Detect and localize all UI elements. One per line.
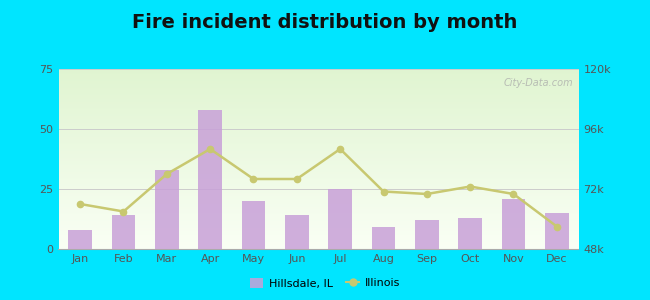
Bar [458,218,482,249]
Legend: Hillsdale, IL, Illinois: Hillsdale, IL, Illinois [245,273,405,293]
Bar [372,227,395,249]
Text: Fire incident distribution by month: Fire incident distribution by month [133,14,517,32]
Text: City-Data.com: City-Data.com [504,78,573,88]
Bar [198,110,222,249]
Bar [68,230,92,249]
Bar [415,220,439,249]
Bar [242,201,265,249]
Bar [502,199,525,249]
Bar [545,213,569,249]
Bar [155,170,179,249]
Bar [285,215,309,249]
Bar [112,215,135,249]
Bar [328,189,352,249]
